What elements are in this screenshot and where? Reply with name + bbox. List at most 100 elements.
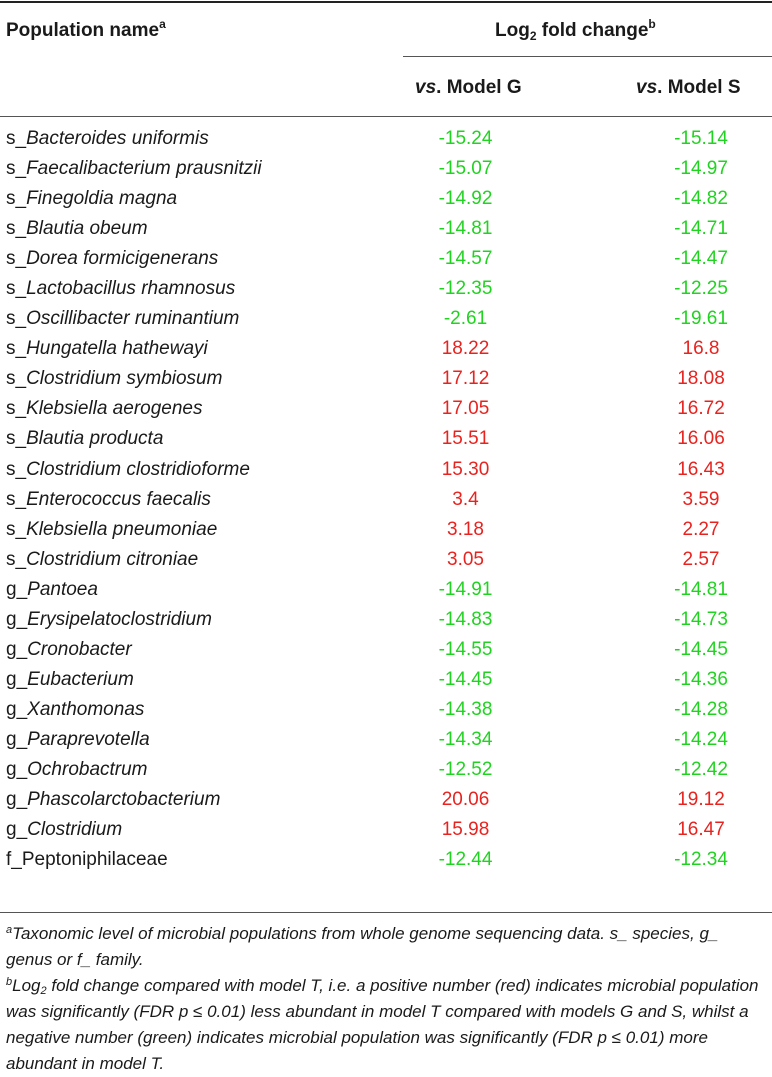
value-vs-model-s: -19.61 bbox=[674, 308, 728, 330]
value-vs-model-s: -14.24 bbox=[674, 728, 728, 750]
value-vs-model-s: -14.97 bbox=[674, 158, 728, 180]
table-row: s_Lactobacillus rhamnosus -12.35 -12.25 bbox=[0, 274, 772, 304]
value-vs-model-g: -14.45 bbox=[438, 668, 493, 690]
value-vs-model-g: 15.51 bbox=[441, 428, 490, 450]
table-header-rule bbox=[0, 116, 772, 117]
value-vs-model-s: -14.71 bbox=[674, 218, 728, 240]
taxon-name: Finegoldia magna bbox=[26, 188, 178, 210]
value-vs-model-s: -14.73 bbox=[674, 608, 728, 630]
table-row: s_Faecalibacterium prausnitzii -15.07 -14.… bbox=[0, 154, 772, 184]
taxon-name: Clostridium clostridioforme bbox=[26, 458, 250, 480]
value-vs-model-s: 16.8 bbox=[682, 338, 720, 360]
population-name: s_Blautia producta bbox=[6, 424, 163, 454]
population-name: g_Ochrobactrum bbox=[6, 755, 148, 785]
table-row: s_Oscillibacter ruminantium -2.61 -19.61 bbox=[0, 304, 772, 334]
table-row: g_Phascolarctobacterium 20.06 19.12 bbox=[0, 785, 772, 815]
value-vs-model-s: 2.57 bbox=[682, 548, 720, 570]
table-row: f_Peptoniphilaceae -12.44 -12.34 bbox=[0, 845, 772, 875]
taxon-level-prefix: s_ bbox=[6, 308, 27, 330]
taxon-level-prefix: s_ bbox=[6, 458, 27, 480]
taxon-level-prefix: s_ bbox=[6, 128, 27, 149]
value-vs-model-s: 18.08 bbox=[677, 368, 725, 390]
population-name: g_Xanthomonas bbox=[6, 695, 144, 725]
taxon-level-prefix: g_ bbox=[6, 789, 28, 811]
value-vs-model-s: -14.47 bbox=[674, 248, 728, 270]
taxon-level-prefix: s_ bbox=[6, 548, 27, 570]
footnote-a: aTaxonomic level of microbial population… bbox=[6, 924, 719, 969]
population-name: g_Phascolarctobacterium bbox=[6, 785, 220, 815]
population-name: s_Clostridium symbiosum bbox=[6, 364, 222, 394]
population-name: s_Dorea formicigenerans bbox=[6, 244, 218, 274]
table-row: s_Blautia producta 15.51 16.06 bbox=[0, 424, 772, 454]
taxon-level-prefix: s_ bbox=[6, 218, 27, 240]
taxon-level-prefix: s_ bbox=[6, 248, 27, 270]
population-name: g_Clostridium bbox=[6, 815, 122, 845]
population-name: s_Faecalibacterium prausnitzii bbox=[6, 154, 262, 184]
population-name: g_Erysipelatoclostridium bbox=[6, 605, 212, 635]
value-vs-model-s: 19.12 bbox=[677, 789, 725, 811]
table-row: s_Klebsiella pneumoniae 3.18 2.27 bbox=[0, 515, 772, 545]
value-vs-model-g: 20.06 bbox=[441, 789, 490, 811]
taxon-name: Blautia producta bbox=[26, 428, 164, 450]
taxon-level-prefix: f_ bbox=[6, 849, 22, 871]
population-name: g_Eubacterium bbox=[6, 665, 134, 695]
value-vs-model-s: 16.47 bbox=[677, 819, 725, 841]
taxon-name: Oscillibacter ruminantium bbox=[26, 308, 240, 330]
taxon-level-prefix: g_ bbox=[6, 668, 28, 690]
table-footnotes: aTaxonomic level of microbial population… bbox=[6, 921, 768, 1077]
value-vs-model-g: -14.38 bbox=[438, 698, 493, 720]
population-name: s_Blautia obeum bbox=[6, 214, 148, 244]
taxon-level-prefix: g_ bbox=[6, 728, 28, 750]
table-row: s_Hungatella hathewayi 18.22 16.8 bbox=[0, 334, 772, 364]
value-vs-model-s: 2.27 bbox=[682, 518, 720, 540]
population-name: s_Lactobacillus rhamnosus bbox=[6, 274, 235, 304]
taxon-level-prefix: s_ bbox=[6, 398, 27, 420]
value-vs-model-g: 3.4 bbox=[452, 488, 479, 510]
taxon-name: Faecalibacterium prausnitzii bbox=[26, 158, 262, 180]
column-header-vs-model-s: vs. Model S bbox=[636, 77, 741, 98]
column-header-population-name: Population namea bbox=[6, 17, 166, 41]
value-vs-model-s: 16.72 bbox=[677, 398, 725, 420]
table-row: s_Blautia obeum -14.81 -14.71 bbox=[0, 214, 772, 244]
table-row: s_Klebsiella aerogenes 17.05 16.72 bbox=[0, 394, 772, 424]
table-row: g_Eubacterium -14.45 -14.36 bbox=[0, 665, 772, 695]
table-row: s_Clostridium citroniae 3.05 2.57 bbox=[0, 545, 772, 575]
population-name: s_Finegoldia magna bbox=[6, 184, 177, 214]
population-name: s_Hungatella hathewayi bbox=[6, 334, 208, 364]
value-vs-model-s: -14.28 bbox=[674, 698, 728, 720]
table-row: s_Clostridium symbiosum 17.12 18.08 bbox=[0, 364, 772, 394]
table-row: s_Bacteroides uniformis -15.24 -15.14 bbox=[0, 124, 772, 154]
taxon-name: Cronobacter bbox=[27, 638, 132, 660]
value-vs-model-s: -14.81 bbox=[674, 578, 728, 600]
value-vs-model-s: -12.42 bbox=[674, 758, 728, 780]
footnote-b: bLog2 fold change compared with model T,… bbox=[6, 976, 759, 1073]
taxon-level-prefix: s_ bbox=[6, 188, 27, 210]
value-vs-model-g: 3.18 bbox=[447, 518, 484, 540]
table-row: g_Paraprevotella -14.34 -14.24 bbox=[0, 725, 772, 755]
value-vs-model-g: -15.07 bbox=[438, 158, 493, 180]
table-row: g_Erysipelatoclostridium -14.83 -14.73 bbox=[0, 605, 772, 635]
value-vs-model-g: -12.44 bbox=[438, 849, 493, 871]
value-vs-model-s: -14.36 bbox=[674, 668, 728, 690]
taxon-level-prefix: g_ bbox=[6, 638, 28, 660]
table-row: s_Dorea formicigenerans -14.57 -14.47 bbox=[0, 244, 772, 274]
population-name: s_Bacteroides uniformis bbox=[6, 124, 209, 154]
taxon-name: Clostridium citroniae bbox=[26, 548, 199, 570]
value-vs-model-g: -14.34 bbox=[438, 728, 493, 750]
taxon-name: Ochrobactrum bbox=[27, 758, 148, 780]
taxon-name: Phascolarctobacterium bbox=[27, 789, 221, 811]
value-vs-model-g: 17.12 bbox=[441, 368, 490, 390]
value-vs-model-s: 3.59 bbox=[682, 488, 720, 510]
population-name: s_Klebsiella aerogenes bbox=[6, 394, 202, 424]
value-vs-model-g: -2.61 bbox=[443, 308, 488, 330]
taxon-name: Lactobacillus rhamnosus bbox=[26, 278, 236, 300]
population-name: g_Paraprevotella bbox=[6, 725, 150, 755]
population-name: s_Clostridium clostridioforme bbox=[6, 455, 250, 485]
taxon-name: Klebsiella aerogenes bbox=[26, 398, 203, 420]
population-name: s_Oscillibacter ruminantium bbox=[6, 304, 239, 334]
taxon-name: Eubacterium bbox=[27, 668, 134, 690]
taxon-level-prefix: s_ bbox=[6, 428, 27, 450]
taxon-level-prefix: s_ bbox=[6, 338, 27, 360]
taxon-name: Erysipelatoclostridium bbox=[27, 608, 212, 630]
table-row: g_Pantoea -14.91 -14.81 bbox=[0, 575, 772, 605]
